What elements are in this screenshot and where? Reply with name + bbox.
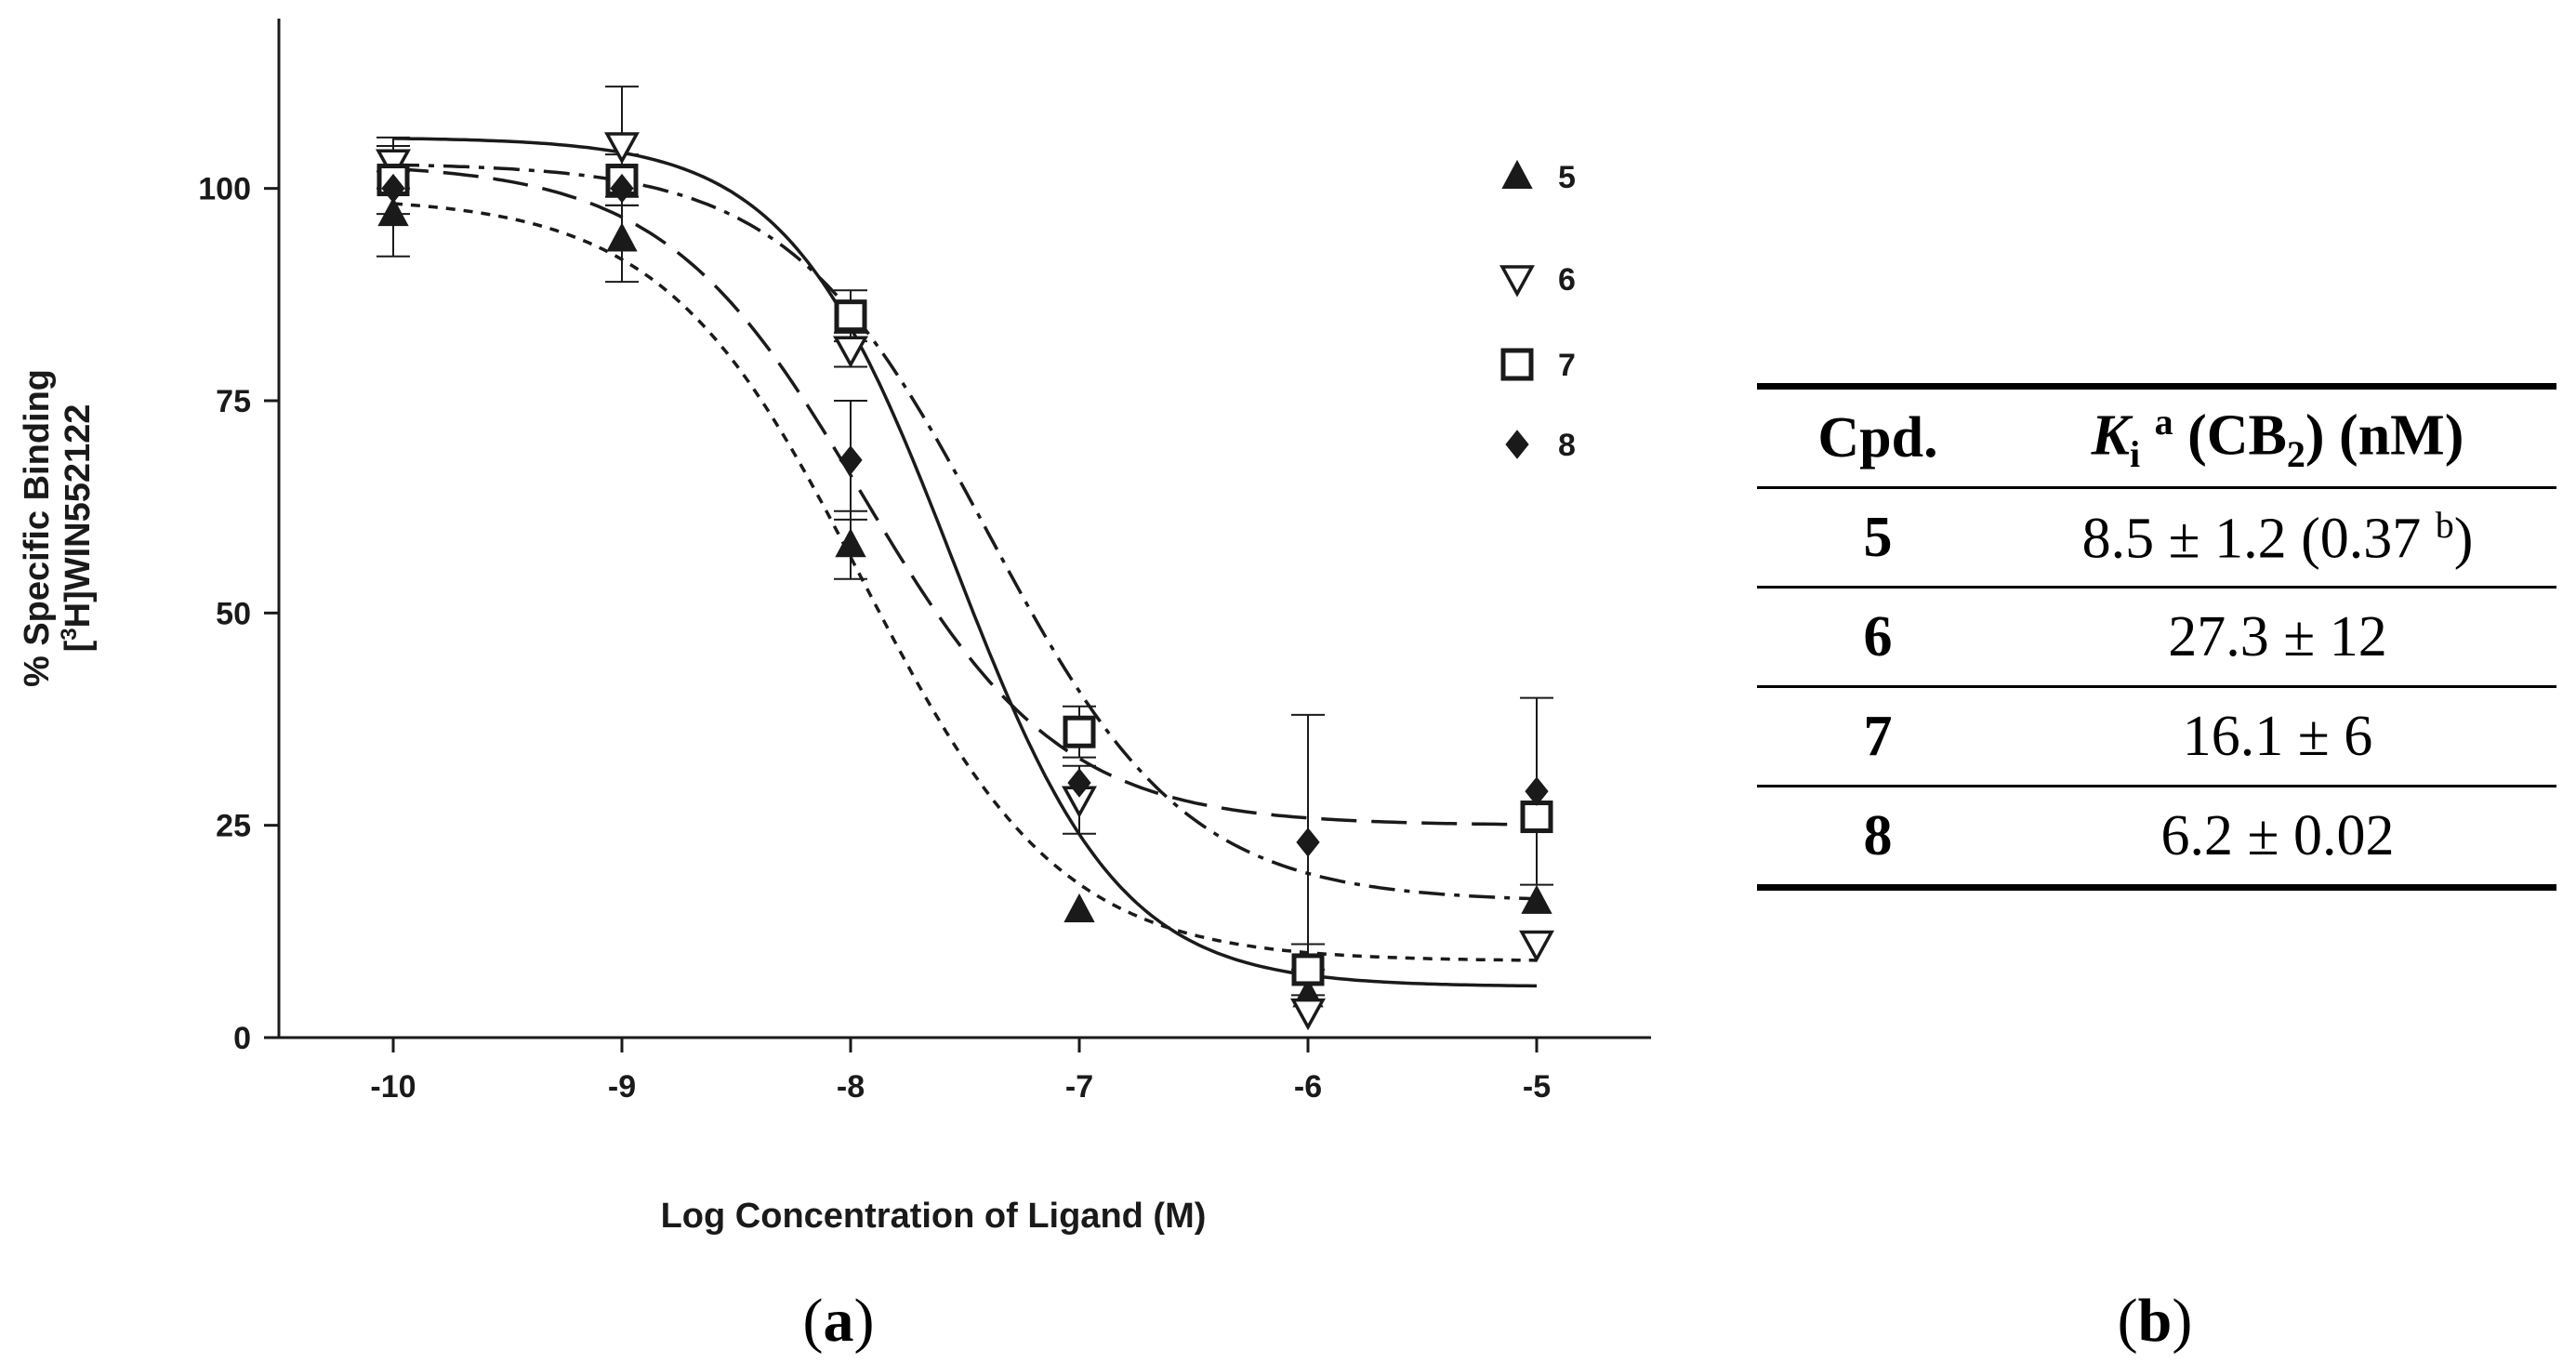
data-point-5 xyxy=(377,196,409,227)
fit-curve-7 xyxy=(392,163,1538,901)
x-tick-label: -5 xyxy=(1523,1069,1551,1105)
table-header-row: Cpd. Ki a (CB2) (nM) xyxy=(1757,386,2556,488)
table-row: 5 8.5 ± 1.2 (0.37 b) xyxy=(1757,488,2556,588)
legend-marker-6 xyxy=(1499,265,1535,298)
data-point-6 xyxy=(604,132,640,165)
x-axis-title: Log Concentration of Ligand (M) xyxy=(661,1197,1207,1236)
cpd-cell: 6 xyxy=(1863,604,1893,668)
y-tick-label: 100 xyxy=(198,172,251,207)
x-tick-label: -7 xyxy=(1065,1069,1093,1105)
y-axis-title-line1: % Specific Binding xyxy=(18,369,57,687)
header-ki: Ki a (CB2) (nM) xyxy=(2091,400,2464,476)
header-cpd: Cpd. xyxy=(1817,405,1938,470)
data-point-7 xyxy=(1520,801,1553,834)
axis-ticks: -10 -9 -8 -7 -6 -5 0 25 50 75 100 xyxy=(198,172,1551,1105)
data-point-8 xyxy=(839,445,863,475)
cpd-cell: 8 xyxy=(1863,803,1893,867)
x-tick-label: -8 xyxy=(837,1069,865,1105)
data-point-7 xyxy=(834,299,867,333)
y-axis-title: % Specific Binding [3H]WIN552122 xyxy=(18,369,98,687)
fit-curve-6 xyxy=(392,137,1537,988)
x-tick-label: -10 xyxy=(370,1069,416,1105)
table-row: 7 16.1 ± 6 xyxy=(1757,687,2556,787)
y-tick-label: 50 xyxy=(216,596,251,631)
panel-label-b: (b) xyxy=(2118,1287,2193,1355)
fit-curves xyxy=(392,137,1538,988)
legend-marker-5 xyxy=(1501,159,1533,189)
data-point-7 xyxy=(1291,953,1325,986)
ki-value-cell: 6.2 ± 0.02 xyxy=(2160,803,2395,867)
table-row: 6 27.3 ± 12 xyxy=(1757,588,2556,687)
ki-table: Cpd. Ki a (CB2) (nM) 5 8.5 ± 1.2 (0.37 b… xyxy=(1757,383,2556,891)
fit-curve-5 xyxy=(392,202,1538,962)
y-tick-label: 0 xyxy=(233,1021,251,1056)
data-point-8 xyxy=(1296,827,1320,857)
data-point-8 xyxy=(381,173,405,204)
data-point-8 xyxy=(1525,776,1549,806)
data-point-5 xyxy=(835,528,866,558)
data-point-6 xyxy=(833,336,868,368)
ki-value-cell: 8.5 ± 1.2 (0.37 b) xyxy=(2081,503,2474,571)
y-tick-label: 25 xyxy=(216,809,251,844)
ki-value-cell: 27.3 ± 12 xyxy=(2168,604,2387,668)
legend-label-6: 6 xyxy=(1558,262,1576,298)
panel-label-a: (a) xyxy=(803,1287,875,1355)
legend-marker-8 xyxy=(1505,430,1529,459)
data-point-6 xyxy=(1519,930,1554,963)
legend-label-5: 5 xyxy=(1558,160,1576,195)
data-point-5 xyxy=(1063,893,1095,922)
ki-value-cell: 16.1 ± 6 xyxy=(2182,704,2373,768)
data-point-5 xyxy=(606,222,638,252)
legend-label-8: 8 xyxy=(1558,428,1576,463)
data-markers xyxy=(376,132,1554,1031)
x-tick-label: -9 xyxy=(608,1069,636,1105)
x-tick-label: -6 xyxy=(1294,1069,1322,1105)
error-bars xyxy=(376,86,1553,997)
data-point-5 xyxy=(1521,884,1552,914)
cpd-cell: 7 xyxy=(1863,704,1893,768)
data-point-7 xyxy=(1063,715,1096,748)
data-point-8 xyxy=(610,173,634,204)
legend: 5 6 7 8 xyxy=(1499,159,1576,463)
legend-marker-7 xyxy=(1500,348,1534,381)
cpd-cell: 5 xyxy=(1863,505,1893,569)
data-point-6 xyxy=(1290,998,1326,1031)
fit-curve-8 xyxy=(392,166,1538,827)
data-point-8 xyxy=(1067,768,1091,798)
y-axis-title-line2: [3H]WIN552122 xyxy=(57,404,98,653)
table-row: 8 6.2 ± 0.02 xyxy=(1757,787,2556,888)
legend-label-7: 7 xyxy=(1558,348,1576,383)
y-tick-label: 75 xyxy=(216,384,251,419)
